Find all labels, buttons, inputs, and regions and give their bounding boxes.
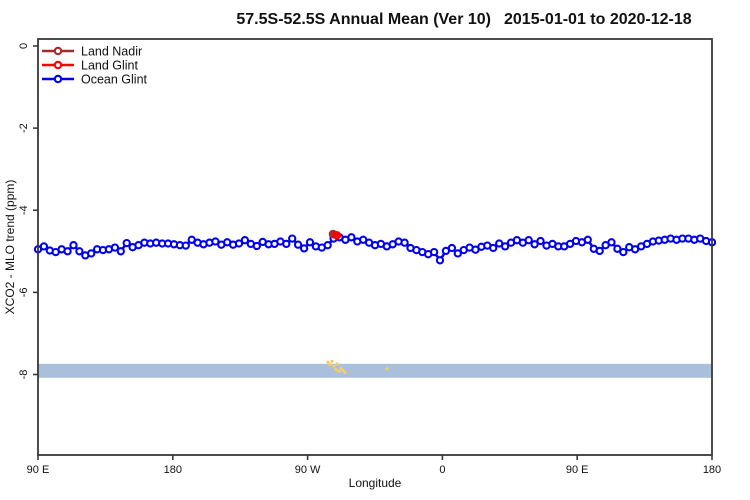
ocean-glint-marker [453,249,462,258]
y-tick-label: -8 [18,370,30,380]
x-tick-label: 180 [703,464,721,476]
ocean-glint-marker [400,238,409,247]
x-tick-label: 90 E [27,464,50,476]
ocean-glint-marker [234,239,244,248]
ocean-glint-marker [282,239,291,249]
ocean-glint-marker [110,243,120,252]
ocean-glint-marker [69,241,78,250]
ocean-glint-marker [240,236,250,245]
ocean-glint-marker [39,242,49,251]
ocean-glint-marker [583,235,592,244]
ocean-glint-marker [530,240,539,249]
plot-border [37,38,713,456]
ocean-glint-marker [435,256,445,265]
x-tick-label: 90 E [566,464,589,476]
y-axis-title: XCO2 - MLO trend (ppm) [3,180,17,315]
ocean-glint-marker [87,249,96,258]
ocean-glint-marker [252,241,261,251]
speck-point [385,367,389,371]
ocean-glint-marker [323,241,332,250]
ocean-glint-marker [305,238,315,247]
legend-label-land-glint: Land Glint [81,59,139,73]
y-tick-label: -4 [18,205,30,215]
ocean-glint-marker [595,246,604,256]
ocean-glint-marker [347,233,356,242]
ocean-glint-marker [293,240,303,249]
ocean-glint-marker [211,237,220,246]
ocean-glint-marker [536,236,545,246]
speck-point [334,367,338,372]
land-glint-point [332,230,342,240]
x-tick-label: 0 [439,464,445,476]
x-tick-label: 90 W [295,464,321,476]
trend-band [38,363,712,378]
speck-point [332,364,336,368]
ocean-glint-marker [288,234,297,243]
speck-point [335,362,339,366]
speck-point [328,363,332,367]
speck-point [343,370,347,375]
chart-title-dates: 2015-01-01 to 2020-12-18 [504,11,692,28]
ocean-glint-marker [429,247,439,257]
ocean-glint-marker [447,243,457,253]
ocean-glint-marker [607,238,616,247]
speck-point [337,369,341,373]
legend-marker [53,60,63,70]
ocean-glint-marker [489,243,498,253]
x-tick-label: 180 [164,464,182,476]
y-tick-label: 0 [18,43,30,49]
ocean-glint-marker [619,247,628,257]
x-axis-title: Longitude [349,476,402,490]
chart-title-range: 57.5S-52.5S Annual Mean (Ver 10) [236,11,491,28]
y-tick-label: -6 [18,287,30,297]
ocean-glint-marker [122,238,131,248]
ocean-glint-marker [63,247,72,256]
speck-point [330,359,334,363]
ocean-glint-marker [116,247,125,256]
y-tick-label: -2 [18,123,30,133]
legend-label-ocean-glint: Ocean Glint [81,73,148,87]
legend-label-land-nadir: Land Nadir [81,45,142,59]
ocean-glint-marker [613,244,622,253]
ocean-glint-marker [524,236,533,245]
speck-point [341,368,345,373]
speck-point [326,360,330,364]
legend-marker [53,74,63,84]
ocean-glint-marker [500,242,510,251]
legend-marker [53,46,63,56]
ocean-glint-marker [181,241,190,250]
ocean-glint-marker [299,244,309,253]
ocean-glint-marker [75,247,84,256]
speck-point [339,366,343,370]
